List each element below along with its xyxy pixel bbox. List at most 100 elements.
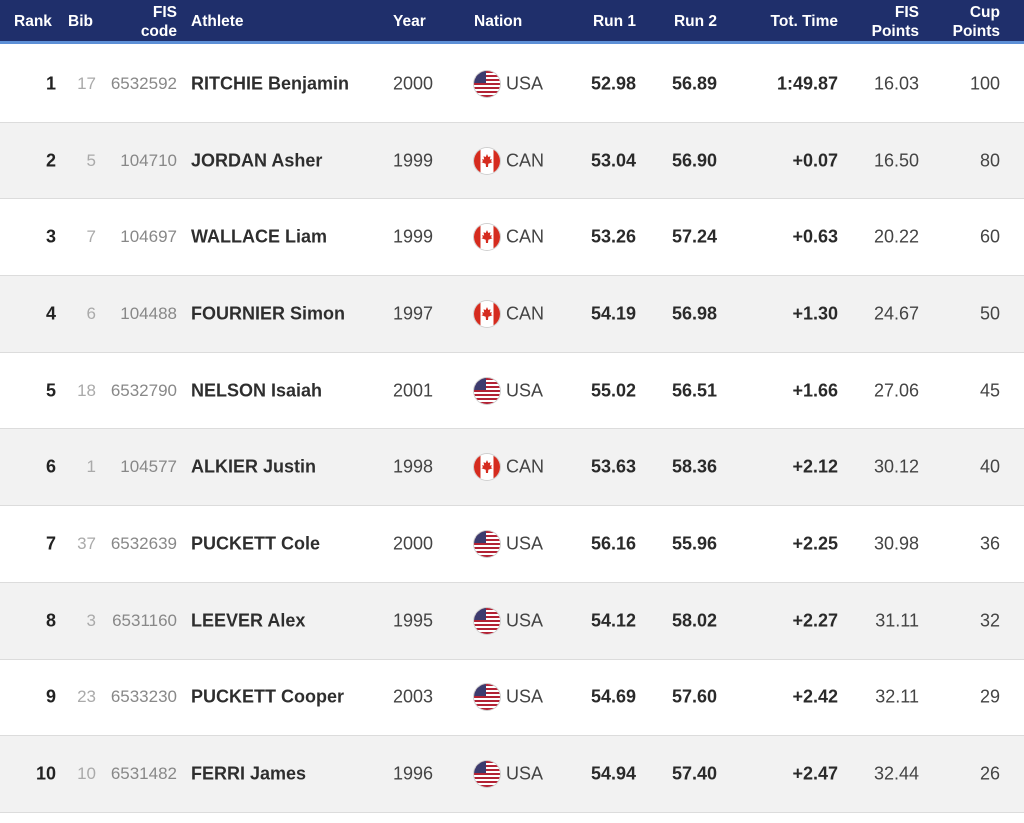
fis-points-cell: 30.98 — [873, 533, 919, 554]
athlete-name[interactable]: PUCKETT Cole — [191, 533, 321, 554]
nation-code: USA — [506, 763, 544, 784]
fis-points-cell: 32.11 — [875, 686, 919, 707]
total-time: +2.42 — [792, 686, 838, 707]
canada-flag-svg — [474, 224, 500, 251]
athlete-name[interactable]: FOURNIER Simon — [191, 303, 346, 324]
cup-points-cell: 45 — [979, 380, 1000, 401]
header-athlete[interactable]: Athlete — [191, 13, 244, 30]
total-time: +2.12 — [792, 456, 838, 477]
usa-flag-svg — [474, 70, 500, 97]
header-fis-points-line1: FIS — [894, 4, 919, 21]
rank-cell: 2 — [45, 150, 56, 171]
canada-flag-icon — [474, 300, 500, 327]
athlete-name[interactable]: PUCKETT Cooper — [191, 686, 344, 707]
run1-time: 56.16 — [590, 533, 636, 554]
usa-flag-icon — [474, 607, 500, 634]
rank-cell: 10 — [35, 763, 56, 784]
table-row[interactable]: 9 23 6533230 PUCKETT Cooper 2003 USA 54.69 57.6… — [0, 659, 1024, 737]
nation-code: USA — [506, 686, 544, 707]
run1-time: 53.26 — [590, 226, 636, 247]
run2-time: 57.60 — [671, 686, 717, 707]
run1-time: 54.94 — [590, 763, 636, 784]
nation-code: USA — [506, 73, 544, 94]
canada-flag-svg — [474, 454, 500, 481]
header-run2[interactable]: Run 2 — [673, 13, 717, 30]
table-row[interactable]: 8 3 6531160 LEEVER Alex 1995 USA 54.12 58.02 +2.… — [0, 582, 1024, 660]
table-row[interactable]: 6 1 104577 ALKIER Justin 1998 CAN 53.63 58.36 +2… — [0, 429, 1024, 507]
fis-points-cell: 32.44 — [873, 763, 919, 784]
rank-cell: 8 — [45, 610, 56, 631]
table-row[interactable]: 7 37 6532639 PUCKETT Cole 2000 USA 56.16 55.96 +… — [0, 506, 1024, 583]
header-fis-points[interactable]: FIS Points — [872, 3, 919, 41]
total-time: +0.63 — [792, 226, 838, 247]
header-fis-code[interactable]: FIS code — [141, 3, 177, 41]
athlete-name[interactable]: JORDAN Asher — [191, 150, 323, 171]
fis-code-cell: 104488 — [120, 303, 177, 323]
run2-time: 57.40 — [671, 763, 717, 784]
athlete-name[interactable]: LEEVER Alex — [191, 610, 306, 631]
run2-time: 55.96 — [671, 533, 717, 554]
birth-year-cell: 1995 — [393, 610, 434, 631]
fis-points-cell: 24.67 — [873, 303, 919, 324]
usa-flag-icon — [474, 530, 500, 557]
fis-points-cell: 31.11 — [875, 610, 919, 631]
nation-code: CAN — [506, 150, 545, 171]
cup-points-cell: 36 — [979, 533, 1000, 554]
header-year[interactable]: Year — [393, 13, 426, 30]
table-row[interactable]: 4 6 104488 FOURNIER Simon 1997 CAN 54.19 56.98 +… — [0, 276, 1024, 353]
fis-code-cell: 104577 — [120, 457, 177, 477]
bib-cell: 10 — [77, 764, 96, 784]
athlete-name[interactable]: FERRI James — [191, 763, 307, 784]
table-body: 1 17 6532592 RITCHIE Benjamin 2000 USA 52.98 56… — [0, 46, 1024, 813]
header-run1[interactable]: Run 1 — [592, 13, 636, 30]
bib-cell: 37 — [77, 533, 96, 553]
total-time: +2.47 — [792, 763, 838, 784]
header-rank[interactable]: Rank — [14, 13, 52, 30]
rank-cell: 6 — [45, 456, 56, 477]
total-time: +2.25 — [792, 533, 838, 554]
fis-code-cell: 6533230 — [110, 687, 177, 707]
canada-flag-icon — [474, 454, 500, 481]
fis-points-cell: 30.12 — [873, 456, 919, 477]
cup-points-cell: 80 — [979, 150, 1000, 171]
run2-time: 57.24 — [671, 226, 717, 247]
total-time: +1.30 — [792, 303, 838, 324]
rank-cell: 1 — [45, 73, 56, 94]
rank-cell: 5 — [45, 380, 56, 401]
header-fis-code-line1: FIS — [152, 4, 177, 21]
header-cup-points[interactable]: Cup Points — [953, 3, 1000, 41]
birth-year-cell: 1997 — [393, 303, 434, 324]
cup-points-cell: 26 — [979, 763, 1000, 784]
bib-cell: 6 — [86, 303, 96, 323]
cup-points-cell: 50 — [979, 303, 1000, 324]
fis-points-cell: 16.50 — [873, 150, 919, 171]
athlete-name[interactable]: NELSON Isaiah — [191, 380, 323, 401]
usa-flag-icon — [474, 684, 500, 711]
athlete-name[interactable]: WALLACE Liam — [191, 226, 328, 247]
athlete-name[interactable]: RITCHIE Benjamin — [191, 73, 350, 94]
rank-cell: 3 — [45, 226, 56, 247]
table-row[interactable]: 5 18 6532790 NELSON Isaiah 2001 USA 55.02 56.51… — [0, 352, 1024, 430]
fis-code-cell: 6532639 — [110, 533, 177, 553]
header-bib[interactable]: Bib — [68, 13, 93, 30]
birth-year-cell: 2003 — [393, 686, 434, 707]
header-nation[interactable]: Nation — [474, 13, 523, 30]
table-row[interactable]: 3 7 104697 WALLACE Liam 1999 CAN 53.26 57.24 +0.… — [0, 199, 1024, 277]
header-fis-points-line2: Points — [871, 23, 919, 40]
birth-year-cell: 2000 — [393, 73, 434, 94]
table-row[interactable]: 2 5 104710 JORDAN Asher 1999 CAN 53.04 56.90 +0.… — [0, 122, 1024, 200]
table-row[interactable]: 10 10 6531482 FERRI James 1996 USA 54.94 57.40 +… — [0, 736, 1024, 813]
header-tot-time[interactable]: Tot. Time — [770, 13, 838, 30]
fis-code-cell: 6531482 — [110, 764, 177, 784]
total-time: +0.07 — [792, 150, 838, 171]
total-time: +1.66 — [792, 380, 838, 401]
run1-time: 54.69 — [590, 686, 636, 707]
athlete-name[interactable]: ALKIER Justin — [191, 456, 317, 477]
birth-year-cell: 1996 — [393, 763, 434, 784]
nation-code: CAN — [506, 303, 545, 324]
usa-flag-svg — [474, 761, 500, 788]
table-row[interactable]: 1 17 6532592 RITCHIE Benjamin 2000 USA 52.98 56… — [0, 46, 1024, 123]
canada-flag-svg — [474, 147, 500, 174]
cup-points-cell: 32 — [979, 610, 1000, 631]
cup-points-cell: 29 — [979, 686, 1000, 707]
